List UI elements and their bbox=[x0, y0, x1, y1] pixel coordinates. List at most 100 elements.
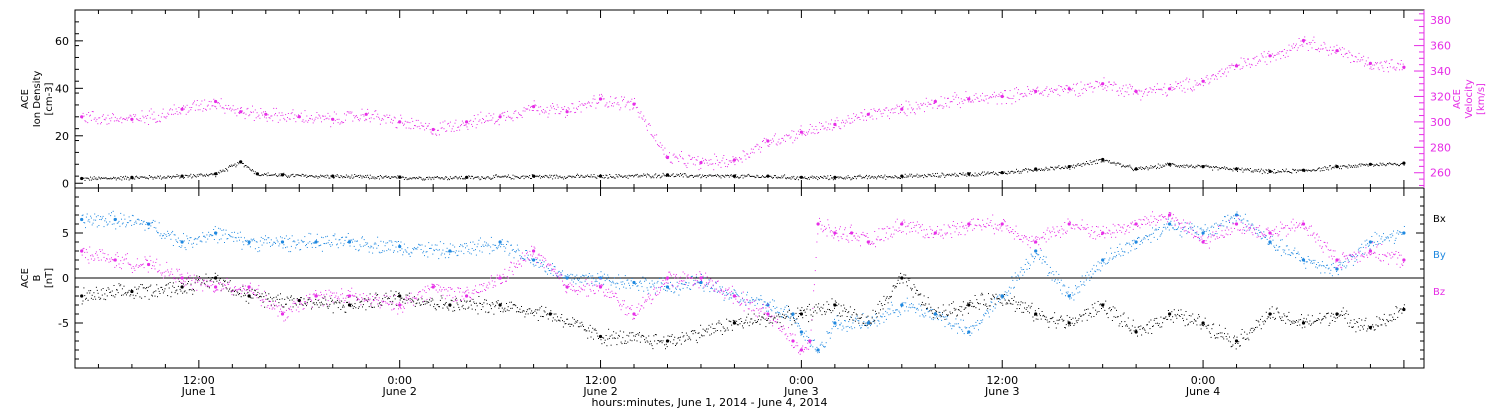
trace-dot bbox=[374, 178, 376, 180]
trace-dot bbox=[887, 302, 889, 304]
trace-dot bbox=[877, 176, 878, 178]
trace-dot bbox=[294, 176, 296, 178]
trace-dot bbox=[463, 177, 465, 179]
trace-dot bbox=[1336, 166, 1338, 168]
trace-dot bbox=[564, 323, 566, 325]
trace-dot bbox=[327, 307, 329, 309]
trace-dot bbox=[342, 306, 343, 308]
trace-dot bbox=[1161, 89, 1163, 91]
trace-dot bbox=[1063, 167, 1065, 169]
trace-dot bbox=[87, 299, 89, 301]
trace-dot bbox=[1054, 166, 1056, 168]
trace-dot bbox=[615, 97, 617, 99]
trace-dot bbox=[773, 175, 775, 177]
trace-dot bbox=[523, 178, 525, 180]
trace-dot bbox=[587, 337, 589, 339]
trace-dot bbox=[676, 173, 678, 175]
trace-dot bbox=[167, 230, 169, 232]
trace-dot bbox=[191, 243, 193, 245]
trace-dot bbox=[136, 118, 138, 120]
trace-dot bbox=[757, 319, 759, 321]
trace-dot bbox=[858, 175, 860, 177]
trace-dot bbox=[547, 313, 548, 315]
trace-dot bbox=[116, 289, 117, 291]
trace-dot bbox=[999, 302, 1001, 304]
trace-dot bbox=[1035, 318, 1037, 320]
trace-dot bbox=[1099, 304, 1101, 306]
trace-dot bbox=[974, 295, 976, 296]
trace-dot bbox=[804, 133, 806, 135]
trace-dot bbox=[1213, 323, 1215, 325]
trace-dot bbox=[768, 322, 770, 324]
trace-dot bbox=[1237, 167, 1239, 169]
trace-dot bbox=[665, 343, 667, 345]
trace-dot bbox=[887, 176, 889, 178]
trace-dot bbox=[945, 175, 947, 177]
trace-dot bbox=[969, 96, 971, 98]
trace-dot bbox=[986, 95, 988, 96]
trace-dot bbox=[1273, 169, 1275, 170]
trace-dot bbox=[673, 339, 675, 341]
trace-dot bbox=[1149, 328, 1151, 330]
trace-dot bbox=[461, 175, 462, 177]
trace-dot bbox=[197, 175, 199, 177]
trace-dot bbox=[1062, 320, 1064, 322]
trace-dot bbox=[138, 219, 140, 221]
trace-dot bbox=[1057, 166, 1059, 168]
trace-dot bbox=[1112, 306, 1114, 308]
trace-dot bbox=[820, 129, 821, 130]
trace-dot bbox=[236, 240, 238, 242]
trace-dot bbox=[780, 316, 782, 318]
trace-dot bbox=[412, 300, 414, 302]
trace-dot bbox=[1396, 307, 1398, 309]
trace-dot bbox=[639, 176, 641, 178]
trace-dot bbox=[141, 284, 143, 286]
trace-dot bbox=[959, 306, 961, 307]
trace-dot bbox=[113, 177, 115, 179]
trace-dot bbox=[1257, 62, 1259, 64]
trace-dot bbox=[180, 290, 182, 292]
trace-dot bbox=[653, 177, 655, 179]
trace-dot bbox=[220, 171, 222, 173]
trace-dot bbox=[187, 283, 189, 285]
trace-dot bbox=[152, 219, 154, 221]
trace-dot bbox=[346, 176, 348, 178]
trace-dot bbox=[496, 176, 498, 178]
trace-dot bbox=[271, 174, 273, 176]
trace-dot bbox=[1303, 169, 1305, 171]
trace-dot bbox=[279, 243, 281, 245]
trace-dot bbox=[173, 104, 175, 106]
trace-dot bbox=[650, 177, 652, 179]
trace-dot bbox=[1052, 168, 1054, 170]
trace-dot bbox=[193, 239, 195, 241]
trace-dot bbox=[1308, 170, 1310, 171]
trace-dot bbox=[473, 177, 475, 179]
trace-dot bbox=[224, 112, 226, 114]
trace-dot bbox=[451, 300, 453, 302]
trace-dot bbox=[210, 234, 212, 236]
trace-dot bbox=[365, 309, 367, 311]
y-tick-label-left: 0 bbox=[62, 177, 69, 190]
trace-dot bbox=[1176, 86, 1178, 87]
trace-dot bbox=[894, 287, 896, 289]
trace-dot bbox=[663, 153, 665, 155]
trace-dot bbox=[1316, 319, 1317, 321]
trace-dot bbox=[197, 109, 199, 111]
trace-dot bbox=[314, 176, 316, 178]
trace-dot bbox=[106, 289, 107, 291]
trace-dot bbox=[609, 101, 611, 103]
trace-dot bbox=[1249, 332, 1251, 334]
trace-dot bbox=[829, 310, 831, 311]
trace-dot bbox=[926, 176, 928, 178]
trace-dot bbox=[1040, 318, 1042, 320]
trace-dot bbox=[1286, 171, 1288, 173]
trace-dot bbox=[1193, 89, 1195, 91]
trace-dot bbox=[752, 148, 754, 150]
trace-dot bbox=[804, 176, 806, 178]
trace-dot bbox=[883, 176, 885, 178]
trace-dot bbox=[843, 121, 844, 123]
trace-dot bbox=[1263, 323, 1265, 325]
trace-dot bbox=[234, 291, 235, 292]
trace-dot bbox=[130, 115, 132, 117]
trace-dot bbox=[828, 123, 830, 125]
